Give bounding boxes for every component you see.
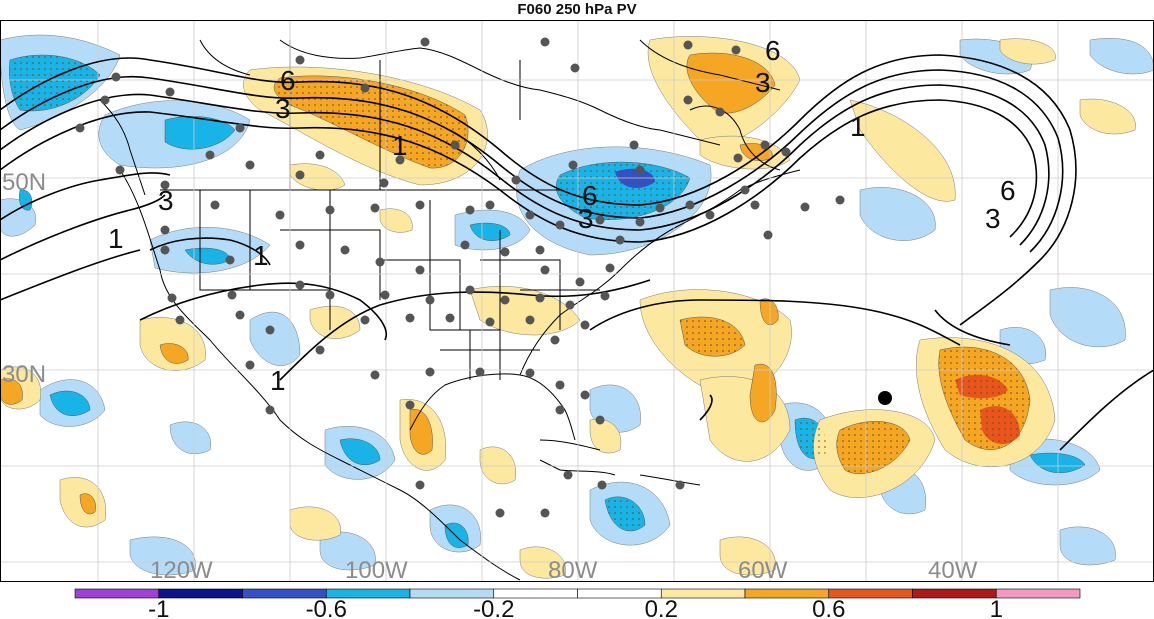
colorbar: -1 -0.6 -0.2 0.2 0.6 1 [74, 588, 1081, 619]
longitude-label: 40W [928, 557, 978, 584]
coastlines-and-borders [99, 39, 801, 581]
longitude-label: 120W [150, 557, 213, 584]
contour-label: 3 [158, 185, 174, 216]
contour-label: 6 [582, 180, 598, 211]
contour-label: 6 [765, 35, 781, 66]
colorbar-swatch [74, 588, 160, 599]
longitude-label: 80W [548, 557, 598, 584]
colorbar-tick-label: -0.2 [473, 596, 514, 619]
contour-label: 1 [270, 365, 286, 396]
contour-label: 3 [985, 203, 1001, 234]
contour-label: 1 [108, 223, 124, 254]
latitude-label: 30N [2, 361, 46, 388]
contour-label: 1 [850, 111, 866, 142]
colorbar-tick-label: -1 [148, 596, 169, 619]
colorbar-tick-label: 0.6 [812, 596, 845, 619]
contour-label: 6 [1000, 175, 1016, 206]
contour-label: 3 [755, 67, 771, 98]
contour-label: 3 [275, 93, 291, 124]
station-markers [75, 37, 845, 518]
map-title: F060 250 hPa PV [517, 1, 637, 18]
pv-contours [0, 54, 1154, 451]
contour-label: 3 [578, 203, 594, 234]
colorbar-tick-label: -0.6 [306, 596, 347, 619]
colorbar-tick-label: 1 [990, 596, 1003, 619]
colorbar-swatch [995, 588, 1081, 599]
highlight-marker [878, 391, 892, 405]
contour-label: 1 [392, 130, 408, 161]
contour-labels: 6 3 6 3 1 6 3 6 3 1 3 1 1 1 [108, 35, 1016, 396]
contour-label: 1 [253, 240, 269, 271]
longitude-label: 100W [345, 557, 408, 584]
colorbar-swatch [158, 588, 243, 599]
colorbar-swatch [912, 588, 997, 599]
longitude-label: 60W [738, 557, 788, 584]
contour-label: 6 [280, 65, 296, 96]
colorbar-tick-label: 0.2 [645, 596, 678, 619]
latitude-label: 50N [2, 169, 46, 196]
